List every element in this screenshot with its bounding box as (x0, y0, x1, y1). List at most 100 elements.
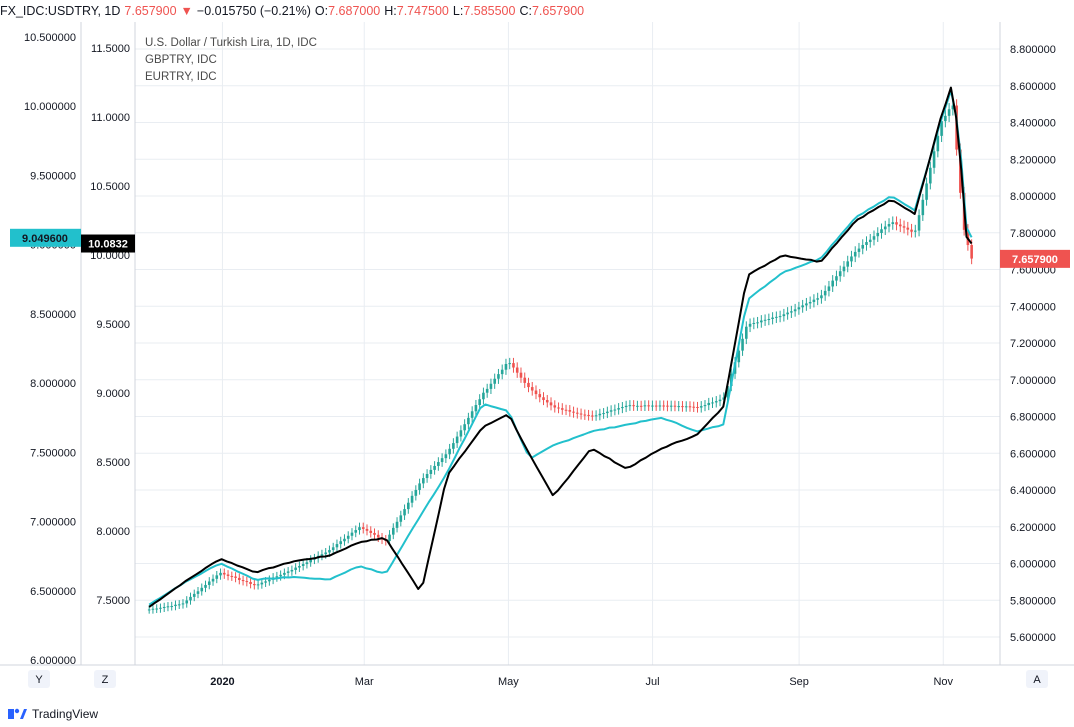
usd-tick-8: 7.200000 (1010, 338, 1056, 350)
grid-lines (135, 22, 1000, 665)
candle-body-1 (151, 608, 155, 610)
candle-body-181 (827, 286, 831, 291)
usd-tick-1: 5.800000 (1010, 595, 1056, 607)
candle-body-118 (591, 415, 594, 417)
candle-body-41 (301, 564, 305, 567)
candle-body-197 (887, 224, 891, 227)
candle-body-144 (688, 406, 692, 408)
candle-body-21 (226, 574, 230, 576)
usd-tick-0: 5.600000 (1010, 632, 1056, 644)
high-value: 7.747500 (396, 4, 449, 18)
open-label: O: (314, 4, 329, 18)
candle-body-0 (147, 609, 151, 611)
candle-body-2 (155, 608, 158, 610)
candle-body-111 (564, 409, 568, 411)
candle-body-39 (294, 567, 297, 570)
last-price: 7.657900 (124, 4, 177, 18)
zoom-button[interactable] (94, 670, 116, 688)
footer: TradingView (8, 704, 98, 724)
gbp-price-axis[interactable]: 6.000000 6.500000 7.000000 7.500000 8.000000… (24, 32, 76, 667)
candle-body-191 (865, 242, 868, 245)
candle-body-93 (497, 374, 500, 379)
candle-body-157 (737, 350, 741, 363)
candle-body-57 (361, 527, 365, 529)
candle-body-167 (775, 316, 778, 318)
eur-last-badge-text: 10.0832 (88, 239, 128, 251)
candle-body-216 (959, 149, 962, 193)
candle-body-4 (162, 606, 166, 608)
candle-body-150 (711, 402, 714, 404)
usd-tick-9: 7.400000 (1010, 301, 1056, 313)
time-tick-3: Jul (646, 676, 660, 688)
candle-body-106 (545, 400, 549, 403)
candle-body-166 (771, 317, 774, 319)
gbp-tick-2: 7.000000 (30, 517, 76, 529)
candle-body-213 (947, 109, 951, 116)
candle-body-115 (579, 413, 583, 415)
candle-body-52 (343, 538, 346, 542)
candle-body-47 (324, 552, 327, 555)
candle-body-119 (594, 415, 598, 417)
candle-body-48 (328, 550, 331, 553)
candle-body-16 (207, 581, 211, 585)
candle-body-114 (576, 412, 579, 414)
auto-scale-button[interactable] (1026, 670, 1048, 688)
candle-body-7 (174, 604, 177, 607)
symbol-label[interactable]: FX_IDC:USDTRY, 1D (0, 4, 121, 18)
time-tick-4: Sep (789, 676, 809, 688)
usd-tick-4: 6.400000 (1010, 485, 1056, 497)
candle-body-185 (842, 266, 846, 272)
brand-name[interactable]: TradingView (32, 707, 99, 721)
time-tick-5: Nov (933, 676, 953, 688)
gbp-tick-5: 8.500000 (30, 309, 76, 321)
candle-body-147 (699, 406, 703, 408)
candle-body-51 (339, 541, 343, 545)
candle-body-145 (692, 406, 696, 408)
time-axis[interactable]: 2020 Mar May Jul Sep Nov (210, 676, 953, 688)
eur-tick-5: 10.0000 (90, 250, 130, 262)
price-chart[interactable]: 6.000000 6.500000 7.000000 7.500000 8.000000… (0, 22, 1074, 698)
candle-body-205 (917, 215, 921, 231)
candle-body-172 (793, 309, 797, 312)
candle-body-201 (902, 226, 906, 228)
candle-body-178 (816, 298, 819, 300)
candle-body-175 (805, 303, 808, 306)
low-value: 7.585500 (463, 4, 516, 18)
candle-body-88 (478, 399, 481, 406)
high-label: H: (384, 4, 397, 18)
candle-body-18 (215, 575, 219, 579)
candle-body-29 (256, 584, 260, 586)
eur-tick-2: 8.5000 (96, 457, 130, 469)
candle-body-10 (185, 600, 189, 604)
candle-body-164 (763, 319, 767, 321)
candle-body-125 (617, 408, 620, 410)
candle-body-122 (606, 411, 609, 414)
candle-body-71 (414, 489, 418, 496)
gbptry-line (148, 89, 973, 606)
gbp-last-badge (10, 228, 81, 247)
time-tick-2: May (498, 676, 519, 688)
candle-body-193 (872, 236, 876, 240)
candle-body-27 (249, 581, 252, 585)
candle-body-55 (354, 530, 358, 533)
candle-body-97 (512, 363, 515, 368)
candle-body-90 (485, 388, 489, 393)
candle-body-42 (305, 562, 309, 565)
candle-body-102 (530, 387, 534, 391)
candle-body-30 (260, 582, 264, 585)
usd-tick-13: 8.200000 (1010, 154, 1056, 166)
candle-body-3 (159, 607, 162, 609)
candle-body-183 (835, 276, 838, 281)
candle-body-209 (932, 151, 936, 168)
legend-eurtry[interactable]: EURTRY, IDC (145, 71, 217, 83)
legend-main[interactable]: U.S. Dollar / Turkish Lira, 1D, IDC (145, 37, 317, 49)
log-scale-button[interactable] (28, 670, 50, 688)
candle-body-89 (482, 392, 485, 400)
usd-price-axis[interactable]: 5.600000 5.800000 6.000000 6.200000 6.400000… (1010, 44, 1056, 644)
candle-body-65 (391, 527, 395, 535)
candle-body-59 (369, 530, 373, 533)
candle-body-199 (895, 222, 898, 225)
eur-price-axis[interactable]: 7.50008.00008.50009.00009.500010.000010.… (90, 43, 130, 607)
legend-gbptry[interactable]: GBPTRY, IDC (145, 54, 217, 66)
candle-body-107 (549, 402, 553, 406)
